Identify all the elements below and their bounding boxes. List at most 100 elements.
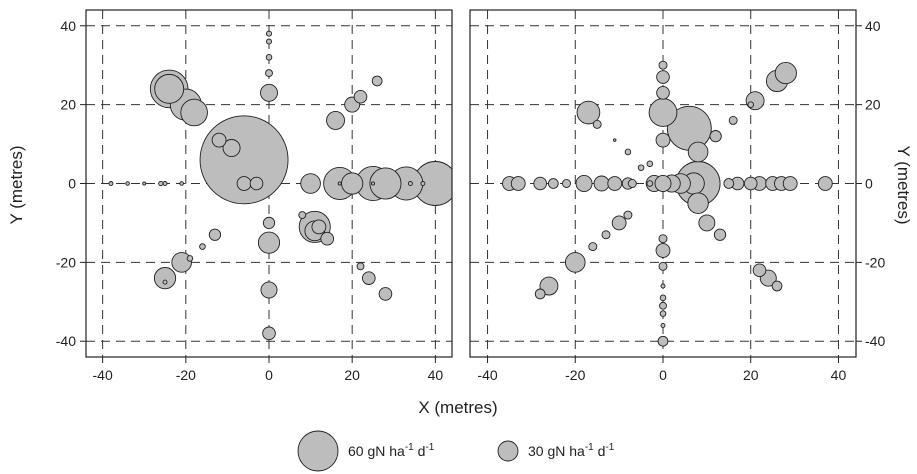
data-point — [208, 228, 222, 241]
data-point — [249, 176, 264, 191]
y-tick-label: 40 — [60, 18, 76, 34]
x-axis-label: X (metres) — [418, 398, 497, 417]
data-point — [298, 211, 307, 219]
data-point — [320, 231, 335, 246]
data-point — [539, 276, 559, 296]
data-point — [108, 181, 114, 186]
data-point — [154, 73, 185, 104]
data-point — [654, 175, 672, 192]
data-point — [353, 89, 368, 104]
data-point — [186, 255, 194, 262]
data-point — [637, 164, 645, 172]
x-tick-label: 40 — [428, 367, 444, 383]
data-point — [655, 243, 671, 258]
x-tick-label: 0 — [265, 367, 273, 383]
data-point — [562, 179, 571, 188]
data-point — [356, 262, 365, 271]
data-point — [300, 173, 321, 194]
legend-bubble — [297, 430, 339, 472]
legend-bubble — [497, 440, 519, 462]
data-point — [142, 181, 147, 186]
data-point — [533, 176, 547, 191]
bubbles — [502, 60, 833, 347]
data-point — [547, 178, 559, 189]
data-point — [222, 139, 241, 157]
bubbles — [108, 30, 452, 341]
data-point — [337, 181, 342, 186]
data-point — [658, 261, 668, 271]
data-point — [265, 69, 273, 78]
data-point — [311, 219, 327, 235]
data-point — [341, 172, 364, 195]
data-point — [260, 281, 278, 299]
data-point — [611, 215, 627, 231]
data-point — [199, 243, 206, 250]
data-point — [593, 175, 610, 192]
y-tick-label: 20 — [60, 97, 76, 113]
data-point — [728, 115, 738, 125]
data-point — [658, 234, 668, 244]
data-point — [534, 288, 546, 300]
data-point — [510, 176, 526, 191]
data-point — [257, 231, 281, 254]
data-point — [613, 138, 617, 142]
panel-1: -40 -20 0 20 40 -40 -20 0 20 40 — [56, 9, 453, 383]
data-point — [774, 62, 797, 85]
data-point — [655, 132, 671, 148]
data-point — [262, 326, 276, 341]
data-point — [180, 98, 208, 127]
data-point — [371, 75, 383, 87]
data-point — [656, 86, 670, 100]
x-tick-label: -40 — [477, 367, 497, 383]
data-point — [362, 271, 376, 285]
data-point — [771, 280, 783, 292]
data-point — [656, 70, 670, 84]
panel-2: -40 -20 0 20 40 -40 -20 0 20 40 — [469, 9, 885, 383]
data-point — [646, 160, 654, 168]
y-tick-label: 0 — [865, 176, 873, 192]
data-point — [743, 176, 758, 191]
legend-label: 60 gN ha-1 d-1 — [348, 442, 435, 459]
data-point — [326, 110, 345, 130]
data-point — [624, 148, 632, 156]
data-point — [659, 301, 667, 310]
x-tick-label: -20 — [176, 367, 196, 383]
data-point — [646, 180, 654, 187]
data-point — [265, 54, 273, 61]
data-point — [262, 216, 276, 230]
y-tick-label: -20 — [865, 254, 885, 270]
data-point — [723, 178, 735, 189]
data-point — [601, 230, 611, 240]
y-tick-label: -40 — [865, 333, 885, 349]
data-point — [564, 252, 586, 273]
data-point — [420, 181, 426, 186]
data-point — [125, 181, 130, 186]
data-point — [153, 267, 177, 290]
data-point — [698, 214, 716, 232]
data-point — [687, 192, 709, 214]
data-point — [179, 181, 184, 186]
y-tick-label: -20 — [56, 254, 76, 270]
y-axis-label-right: Y (metres) — [894, 145, 913, 224]
data-point — [407, 181, 413, 186]
data-point — [660, 322, 666, 328]
data-point — [162, 181, 168, 186]
data-point — [370, 181, 375, 186]
data-point — [817, 176, 833, 191]
data-point — [158, 180, 164, 187]
data-point — [627, 179, 637, 188]
data-point — [266, 30, 272, 37]
y-tick-label: 40 — [865, 18, 881, 34]
data-point — [369, 167, 402, 200]
x-tick-label: -40 — [93, 367, 113, 383]
data-point — [623, 210, 633, 220]
data-point — [709, 130, 722, 143]
data-point — [588, 242, 598, 252]
data-point — [658, 60, 668, 70]
y-tick-label: -40 — [56, 333, 76, 349]
legend-label: 30 gN ha-1 d-1 — [528, 442, 615, 459]
data-point — [782, 176, 798, 191]
data-point — [659, 294, 667, 302]
